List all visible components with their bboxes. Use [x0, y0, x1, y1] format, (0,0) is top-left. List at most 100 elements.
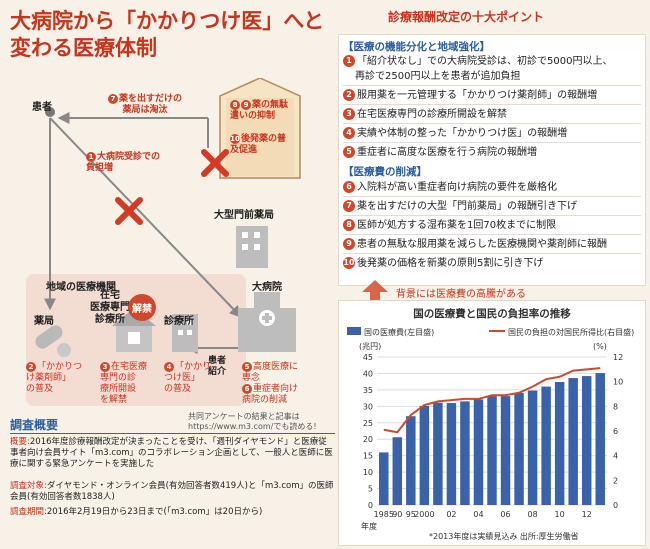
- right-tick-3: 6: [613, 427, 618, 436]
- bar-2011: [568, 378, 578, 505]
- right-tick-1: 2: [613, 476, 618, 485]
- section-cost: 【医療費の削減】: [343, 166, 427, 178]
- reform-heading: 診療報酬改定の十大ポイント: [388, 10, 545, 24]
- point-7: 7 薬を出すだけの大型「門前薬局」の報酬引き下げ: [343, 200, 577, 213]
- ratio-series-line: [383, 367, 601, 434]
- badge-6: 6: [242, 384, 252, 394]
- bar-2004: [473, 399, 484, 505]
- left-tick-9: 45: [363, 353, 373, 362]
- home-clinic-label: 在宅 医療専門 診療所: [90, 290, 130, 325]
- arrow-patient-to-hospital: [49, 117, 242, 318]
- pharmacy-label: 薬局: [34, 316, 54, 327]
- left-unit: (兆円): [359, 341, 381, 351]
- bar-2007: [514, 392, 524, 505]
- x-tick-2002: 02: [446, 510, 456, 519]
- referral-label: 患者 紹介: [208, 356, 227, 377]
- survey-title: 調査概要: [10, 418, 59, 432]
- policy-8-9-label: 8 9 薬の無駄 遣いの抑制: [230, 100, 289, 121]
- point-4: 4 実績や体制の整った「かかりつけ医」の報酬増: [343, 127, 567, 140]
- survey-period: 調査期間:2016年2月19日から23日まで(「m3.com」は20日から): [10, 507, 263, 517]
- left-tick-3: 15: [363, 452, 373, 461]
- x-tick-2006: 06: [500, 510, 510, 519]
- chart-svg: 国の医療費と国民の負担率の推移 国の医療費(左目盛) 国民の負担の対国民所得比(…: [347, 307, 634, 541]
- up-arrow-icon: [362, 280, 388, 302]
- effect-4-label: 4 「かかり つけ医」 の普及: [164, 362, 212, 394]
- badge-7: 7: [108, 94, 118, 104]
- clinic-building-icon: [172, 314, 198, 352]
- title-line-1: 大病院から「かかりつけ医」へと: [10, 9, 325, 33]
- right-unit: (%): [593, 342, 607, 351]
- pill-icon: [35, 325, 71, 357]
- page-title: 大病院から「かかりつけ医」へと 変わる医療体制: [10, 8, 324, 62]
- point-10: 10 後発薬の価格を新薬の原則5割に引き下げ: [343, 257, 544, 269]
- right-tick-6: 12: [613, 353, 623, 362]
- bar-2005: [487, 396, 497, 505]
- bar-2013: [595, 373, 605, 505]
- badge-4: 4: [164, 362, 174, 372]
- effect-5-label: 5 高度医療に 専念: [242, 362, 299, 383]
- x-axis-label: 年度: [361, 521, 377, 531]
- badge-1: 1: [86, 152, 96, 162]
- right-tick-2: 4: [613, 452, 618, 461]
- bar-2006: [500, 396, 511, 505]
- care-flow-diagram: 患者 7 薬を出すだけの 薬局は淘汰 8 9 薬の無駄 遣いの抑制 10後発薬の普 及…: [8, 78, 330, 408]
- x-tick-1990: 90: [392, 510, 402, 519]
- right-tick-5: 10: [613, 378, 623, 387]
- point-3: 3 在宅医療専門の診療所開設を解禁: [343, 108, 507, 121]
- legend-swatch-bars: [347, 327, 361, 335]
- badge-5: 5: [242, 362, 252, 372]
- right-tick-4: 8: [613, 402, 618, 411]
- left-tick-8: 40: [363, 369, 373, 378]
- badge-10: 10: [230, 134, 240, 144]
- badge-9: 9: [241, 100, 251, 110]
- section-function: 【医療の機能分化と地域強化】: [343, 41, 490, 53]
- bar-2000: [419, 406, 430, 505]
- cross-icon-upper: [201, 149, 229, 177]
- clinic-label: 診療所: [164, 316, 194, 327]
- x-tick-2008: 08: [527, 510, 537, 519]
- bar-1990: [392, 437, 403, 505]
- effect-2-label: 2 「かかりつ け薬剤師」 の普及: [26, 362, 83, 394]
- left-tick-5: 25: [363, 419, 373, 428]
- effect-6-label: 6 重症者向け 病院の削減: [242, 384, 299, 405]
- pharmacy-eliminated-label: 7 薬を出すだけの 薬局は淘汰: [108, 94, 182, 116]
- burden-increase-label: 1 大病院受診での 負担増: [86, 152, 161, 173]
- left-tick-2: 10: [363, 468, 373, 477]
- source-note: 共同アンケートの結果と記事は https://www.m3.com/でも読める!: [188, 412, 317, 431]
- left-tick-1: 5: [368, 485, 373, 494]
- medical-cost-chart: 国の医療費と国民の負担率の推移 国の医療費(左目盛) 国民の負担の対国民所得比(…: [338, 300, 646, 546]
- bar-2010: [554, 381, 565, 505]
- legend-line: 国民の負担の対国民所得比(右目盛): [508, 327, 634, 337]
- title-line-2: 変わる医療体制: [10, 36, 157, 60]
- left-tick-4: 20: [363, 435, 373, 444]
- bar-2008: [527, 390, 538, 505]
- kaikin-badge: 解禁: [128, 294, 156, 321]
- chart-footnote: *2013年度は実績見込み 出所:厚生労働省: [429, 531, 579, 541]
- badge-8: 8: [230, 100, 240, 110]
- left-tick-6: 30: [363, 402, 373, 411]
- point-8: 8 医師が処方する湿布薬を1回70枚までに制限: [343, 219, 556, 232]
- reform-points-panel: 【医療の機能分化と地域強化】 1 「紹介状なし」での大病院受診は、初診で5000円…: [338, 34, 646, 286]
- right-tick-0: 0: [613, 501, 618, 510]
- x-tick-2004: 04: [473, 510, 483, 519]
- point-6: 6 入院料が高い重症者向け病院の要件を厳格化: [343, 181, 557, 194]
- bar-2003: [460, 401, 470, 505]
- legend-bars: 国の医療費(左目盛): [364, 327, 434, 337]
- survey-outline: 概要:2016年度診療報酬改定が決まったことを受け、「週刊ダイヤモンド」と医療従…: [10, 433, 335, 470]
- home-clinic-icon: [112, 308, 156, 352]
- monzen-pharmacy-label: 大型門前薬局: [214, 210, 274, 221]
- x-tick-1995: 95: [406, 510, 416, 519]
- bar-2002: [446, 403, 457, 505]
- patient-label: 患者: [32, 102, 52, 113]
- survey-target: 調査対象:ダイヤモンド・オンライン会員(有効回答者数419人)と「m3.com」…: [10, 481, 334, 502]
- cross-icon-lower: [115, 197, 143, 225]
- bar-2001: [433, 402, 443, 505]
- left-tick-7: 35: [363, 386, 373, 395]
- x-tick-2000: 2000: [414, 510, 434, 519]
- bar-1995: [406, 416, 416, 505]
- hospital-label: 大病院: [252, 282, 282, 293]
- bar-2009: [541, 386, 551, 505]
- diagram-graphics: [26, 78, 301, 406]
- x-tick-2012: 12: [582, 510, 592, 519]
- policy-10-label: 10後発薬の普 及促進: [230, 134, 287, 155]
